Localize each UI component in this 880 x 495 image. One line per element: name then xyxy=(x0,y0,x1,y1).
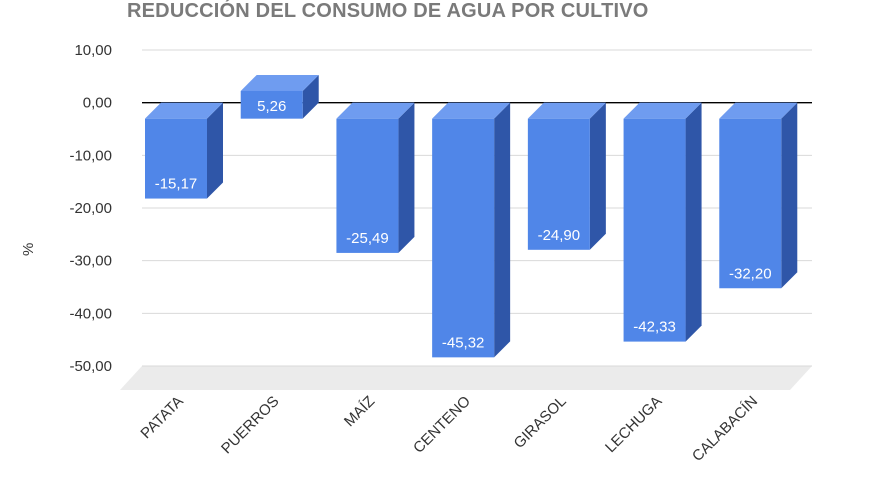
bar-top xyxy=(145,102,223,119)
data-label: -15,17 xyxy=(155,176,198,193)
bar-side xyxy=(207,102,223,199)
data-label: -24,90 xyxy=(538,227,581,244)
bar xyxy=(240,90,303,119)
bar xyxy=(145,118,207,199)
bar xyxy=(336,118,399,253)
y-tick-label: -50,00 xyxy=(69,358,112,375)
data-label: 5,26 xyxy=(257,98,286,115)
bar xyxy=(719,118,782,289)
bar-side xyxy=(494,102,511,358)
x-tick-label: PATATA xyxy=(137,393,186,442)
bar-side xyxy=(589,102,606,250)
bar-side xyxy=(685,102,702,342)
x-tick-label: LECHUGA xyxy=(602,393,665,456)
y-tick-label: 0,00 xyxy=(83,95,112,112)
data-label: -25,49 xyxy=(346,230,389,247)
x-tick-label: MAÍZ xyxy=(341,393,378,430)
x-tick-label: CENTENO xyxy=(410,393,474,457)
bar-side xyxy=(781,102,798,289)
y-tick-label: -10,00 xyxy=(69,147,112,164)
chart-title: REDUCCIÓN DEL CONSUMO DE AGUA POR CULTIV… xyxy=(127,0,649,22)
bar xyxy=(432,118,495,358)
y-tick-label: -30,00 xyxy=(69,253,112,270)
bar xyxy=(527,118,590,250)
bar xyxy=(623,118,686,342)
y-tick-label: -20,00 xyxy=(69,200,112,217)
bar-top xyxy=(336,102,415,119)
bar-top xyxy=(719,102,798,119)
data-label: -32,20 xyxy=(729,265,772,282)
y-tick-label: 10,00 xyxy=(74,42,112,59)
bar-side xyxy=(302,74,319,119)
bar-top xyxy=(432,102,511,119)
data-label: -42,33 xyxy=(633,319,676,336)
bar-top xyxy=(623,102,702,119)
bar-top xyxy=(527,102,606,119)
x-tick-label: CALABACÍN xyxy=(689,393,761,465)
data-label: -45,32 xyxy=(442,334,485,351)
chart-floor xyxy=(120,366,812,390)
x-tick-label: PUERROS xyxy=(218,393,282,457)
x-tick-label: GIRASOL xyxy=(511,393,570,452)
bar-top xyxy=(240,74,319,91)
bar-side xyxy=(398,102,415,253)
y-tick-label: -40,00 xyxy=(69,305,112,322)
